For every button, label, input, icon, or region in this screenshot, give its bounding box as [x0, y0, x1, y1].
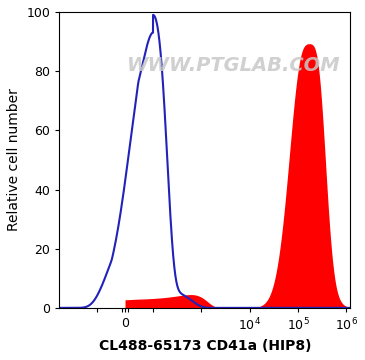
Y-axis label: Relative cell number: Relative cell number — [7, 89, 21, 231]
X-axis label: CL488-65173 CD41a (HIP8): CL488-65173 CD41a (HIP8) — [99, 339, 311, 353]
Text: WWW.PTGLAB.COM: WWW.PTGLAB.COM — [127, 56, 341, 75]
